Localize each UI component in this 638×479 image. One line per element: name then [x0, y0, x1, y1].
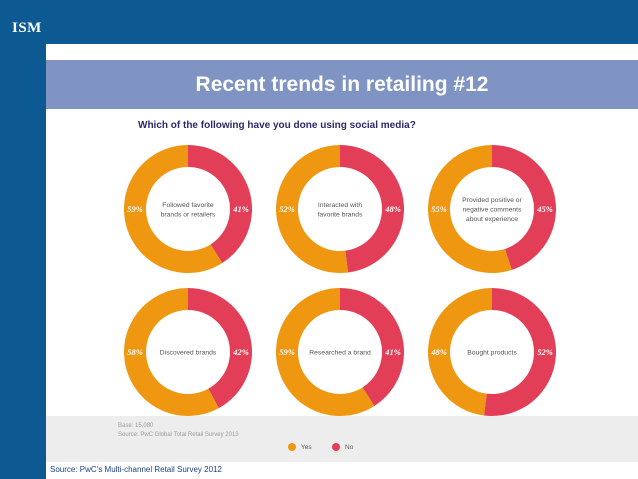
base-note: Base: 15,080 Source: PwC Global Total Re… [118, 422, 239, 440]
donut-caption: Discovered brands [160, 350, 217, 357]
slide-title: Recent trends in retailing #12 [195, 73, 489, 96]
legend-yes: Yes [288, 443, 312, 451]
donut-chart: 55% 45% Provided positive or negative comme… [428, 145, 556, 273]
no-value-label: 41% [232, 204, 249, 214]
donut-chart: 52% 48% Interacted with favorite brands [275, 145, 404, 273]
no-segment [492, 145, 556, 270]
yes-value-label: 58% [127, 347, 143, 357]
donut-chart: 59% 41% Researched a brand [276, 288, 404, 416]
legend-yes-label: Yes [301, 443, 312, 451]
no-value-label: 41% [384, 347, 401, 357]
yes-value-label: 59% [127, 204, 143, 214]
yes-segment [428, 288, 492, 416]
no-segment [483, 288, 556, 416]
donut-chart: 48% 52% Bought products [428, 288, 556, 416]
ism-logo: ISM [12, 20, 42, 36]
no-segment [340, 145, 404, 273]
no-value-label: 42% [232, 347, 249, 357]
base-count: Base: 15,080 [118, 423, 154, 429]
donut-chart: 59% 41% Followed favorite brands or retaile… [123, 145, 252, 273]
legend-yes-swatch [288, 443, 296, 451]
donut-caption: Bought products [467, 350, 517, 357]
no-segment [340, 288, 404, 407]
footer-band [46, 416, 638, 462]
no-value-label: 45% [536, 204, 553, 214]
yes-segment [123, 288, 219, 416]
donut-caption: Followed favorite brands or retailers [161, 202, 216, 219]
survey-question: Which of the following have you done usi… [138, 120, 416, 131]
title-bar: Recent trends in retailing #12 [46, 60, 638, 109]
donut-caption: Interacted with favorite brands [318, 202, 364, 219]
legend-no: No [332, 443, 353, 451]
yes-segment [428, 145, 512, 273]
yes-segment [275, 145, 349, 273]
yes-value-label: 59% [279, 347, 295, 357]
no-value-label: 48% [384, 204, 401, 214]
legend-no-swatch [332, 443, 340, 451]
donut-caption: Provided positive or negative comments abo… [462, 197, 522, 223]
donut-caption: Researched a brand [309, 350, 371, 357]
no-value-label: 52% [537, 347, 553, 357]
no-segment [188, 145, 252, 264]
yes-segment [123, 145, 223, 273]
legend-no-label: No [345, 443, 354, 451]
yes-value-label: 48% [430, 347, 447, 357]
yes-value-label: 52% [279, 204, 295, 214]
donut-chart: 58% 42% Discovered brands [123, 288, 252, 416]
footer-source: Source: PwC’s Multi-channel Retail Surve… [50, 465, 222, 474]
yes-value-label: 55% [431, 204, 447, 214]
no-segment [188, 288, 252, 409]
yes-segment [276, 288, 375, 416]
survey-source: Source: PwC Global Total Retail Survey 2… [118, 432, 239, 438]
